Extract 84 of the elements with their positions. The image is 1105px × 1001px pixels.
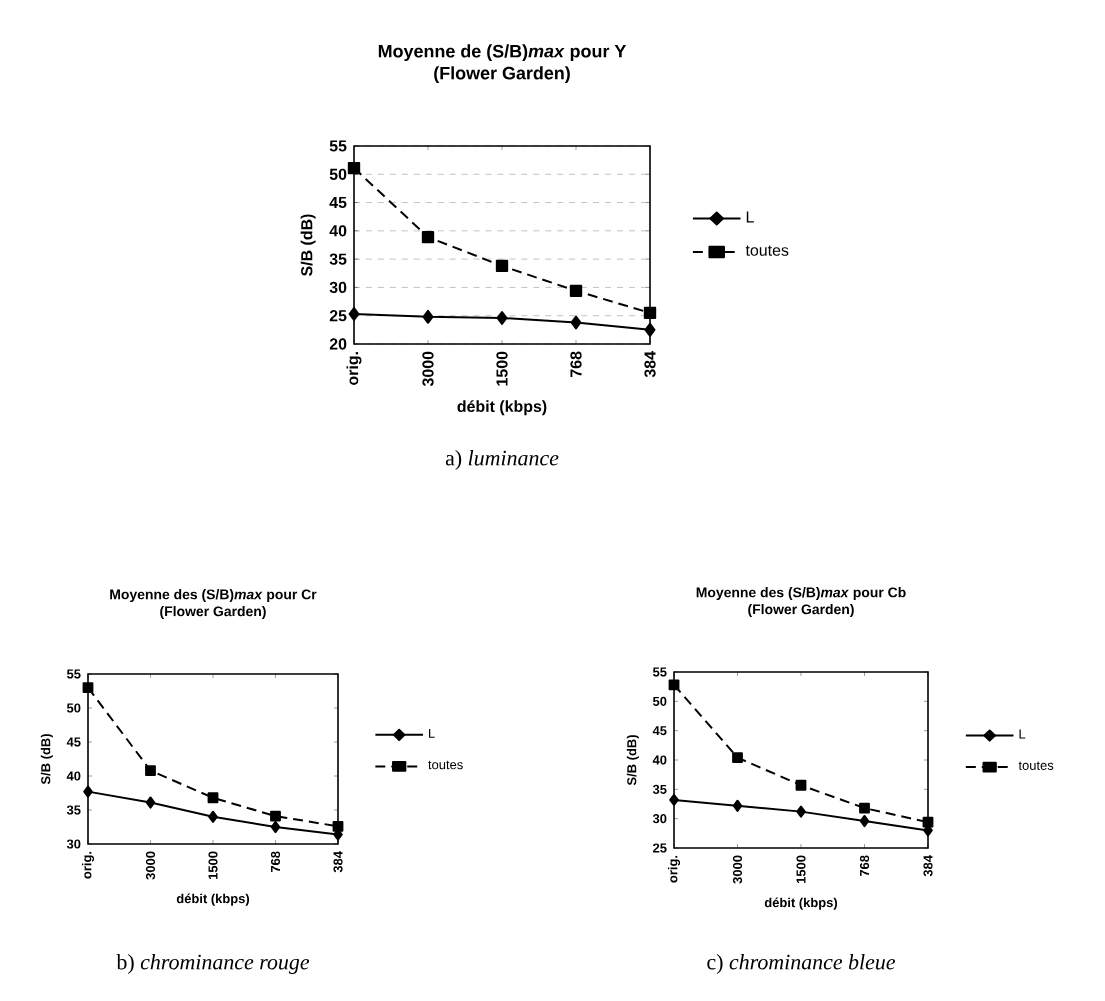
x-tick-label: 768 <box>570 351 582 377</box>
point <box>348 307 360 321</box>
legend-label: L <box>746 211 754 223</box>
y-tick-label: 30 <box>329 281 347 294</box>
y-axis-title: S/B (dB) <box>300 214 316 276</box>
point <box>496 310 508 325</box>
point <box>421 230 435 244</box>
x-tick-label: orig. <box>346 352 362 385</box>
legend-label: toutes <box>428 760 463 770</box>
point <box>644 322 656 337</box>
point <box>732 752 743 764</box>
y-tick-label: 40 <box>66 771 81 781</box>
point <box>82 682 94 693</box>
legend-label: L <box>1019 729 1026 739</box>
text: b) chrominance rouge <box>116 954 310 974</box>
y-tick-label: 50 <box>66 703 81 713</box>
text: c) chrominance bleue <box>707 954 896 974</box>
point <box>732 799 743 812</box>
y-tick-label: 45 <box>652 726 667 736</box>
point <box>796 805 806 818</box>
y-tick-label: 40 <box>329 225 347 237</box>
point <box>270 820 281 834</box>
x-tick-label: orig. <box>81 851 95 879</box>
x-tick-label: 768 <box>859 855 870 877</box>
point <box>570 315 582 330</box>
x-tick-label: 3000 <box>732 855 743 884</box>
y-tick-label: 25 <box>653 843 667 853</box>
y-tick-label: 50 <box>329 168 347 180</box>
point <box>859 802 870 814</box>
y-tick-label: 55 <box>652 667 667 677</box>
x-tick-label: 384 <box>333 851 343 873</box>
point <box>422 309 434 324</box>
y-tick-label: 40 <box>652 755 667 765</box>
x-tick-label: 384 <box>923 855 933 877</box>
y-tick-label: 45 <box>66 737 81 747</box>
chart-title: Moyenne des (S/B)max pour Cr <box>110 589 317 603</box>
y-tick-label: 55 <box>66 669 81 679</box>
x-tick-label: 3000 <box>145 851 156 880</box>
point <box>270 810 281 822</box>
x-tick-label: 1500 <box>496 351 508 386</box>
y-tick-label: 35 <box>329 253 347 265</box>
y-tick-label: 30 <box>652 814 667 824</box>
legend-label: toutes <box>1018 761 1054 770</box>
point <box>569 284 583 297</box>
point <box>83 785 93 798</box>
text: a) luminance <box>445 450 559 470</box>
point <box>795 779 807 791</box>
point <box>643 306 657 320</box>
chart-subtitle: (Flower Garden) <box>748 604 854 618</box>
legend-label: L <box>429 728 435 738</box>
point <box>145 765 156 776</box>
y-tick-label: 35 <box>66 805 81 815</box>
y-tick-label: 50 <box>652 696 667 706</box>
point <box>859 814 870 828</box>
chart-title: Moyenne de (S/B)max pour Y <box>378 44 627 62</box>
x-axis-title: débit (kbps) <box>457 400 547 416</box>
x-tick-label: 1500 <box>796 855 806 884</box>
point <box>332 820 344 832</box>
point <box>495 259 509 273</box>
point <box>669 793 679 806</box>
point <box>145 796 156 809</box>
legend-label: toutes <box>745 245 789 256</box>
x-tick-label: 1500 <box>208 851 218 880</box>
point <box>207 792 219 804</box>
y-tick-label: 35 <box>652 784 667 794</box>
x-tick-label: 384 <box>644 351 656 378</box>
y-tick-label: 45 <box>329 197 347 209</box>
y-axis-title: S/B (dB) <box>40 734 53 785</box>
y-tick-label: 20 <box>329 338 347 350</box>
y-tick-label: 55 <box>329 140 347 152</box>
x-tick-label: 3000 <box>422 351 434 387</box>
point <box>347 161 361 175</box>
chart-subtitle: (Flower Garden) <box>434 66 570 83</box>
chart-title: Moyenne des (S/B)max pour Cb <box>696 587 906 601</box>
y-tick-label: 30 <box>66 839 81 849</box>
point <box>208 810 218 823</box>
x-tick-label: orig. <box>667 855 681 883</box>
y-axis-title: S/B (dB) <box>626 735 639 786</box>
point <box>922 816 934 828</box>
x-tick-label: 768 <box>270 851 281 873</box>
x-axis-title: débit (kbps) <box>176 893 250 906</box>
x-axis-title: débit (kbps) <box>764 897 838 910</box>
y-tick-label: 25 <box>329 310 347 322</box>
chart-subtitle: (Flower Garden) <box>160 606 266 620</box>
